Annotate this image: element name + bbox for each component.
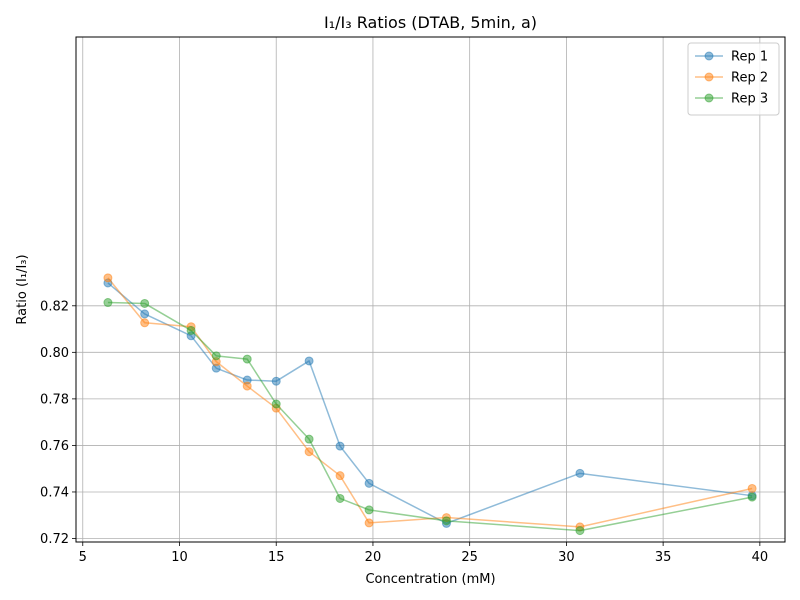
y-tick-label: 0.76 — [40, 439, 69, 454]
legend-marker — [704, 93, 714, 103]
series-3 — [103, 298, 757, 536]
data-point — [364, 518, 374, 528]
legend-item: Rep 3 — [695, 92, 768, 107]
x-tick-label: 10 — [171, 550, 188, 565]
data-point — [211, 351, 221, 361]
data-point — [140, 318, 150, 328]
data-point — [304, 356, 314, 366]
x-tick-label: 30 — [558, 550, 575, 565]
data-point — [103, 273, 113, 283]
data-point — [140, 298, 150, 308]
legend-item: Rep 1 — [695, 50, 768, 65]
data-point — [271, 399, 281, 409]
legend-label: Rep 2 — [731, 71, 768, 86]
data-point — [335, 471, 345, 481]
data-point — [747, 492, 757, 502]
x-tick-label: 15 — [268, 550, 285, 565]
y-tick-label: 0.80 — [40, 346, 69, 361]
x-tick-label: 20 — [365, 550, 382, 565]
legend-items: Rep 1 Rep 2 Rep 3 — [695, 50, 768, 107]
plot-frame — [75, 36, 786, 543]
legend-marker — [704, 72, 714, 82]
data-point — [271, 376, 281, 386]
legend-label: Rep 3 — [731, 92, 768, 107]
legend-label: Rep 1 — [731, 50, 768, 65]
data-point — [335, 441, 345, 451]
chart-title: I₁/I₃ Ratios (DTAB, 5min, a) — [324, 13, 537, 32]
legend: Rep 1 Rep 2 Rep 3 — [687, 42, 780, 116]
data-point — [364, 505, 374, 515]
x-axis-ticks: 5 10 15 20 25 30 35 40 — [79, 542, 768, 565]
y-tick-label: 0.74 — [40, 485, 69, 500]
x-tick-label: 40 — [752, 550, 769, 565]
data-point — [304, 434, 314, 444]
data-point — [364, 478, 374, 488]
grid-lines — [76, 37, 785, 542]
data-point — [575, 526, 585, 536]
y-tick-label: 0.78 — [40, 392, 69, 407]
data-point — [242, 354, 252, 364]
data-point — [441, 516, 451, 526]
legend-item: Rep 2 — [695, 71, 768, 86]
y-tick-label: 0.82 — [40, 299, 69, 314]
data-point — [186, 325, 196, 335]
series-layer — [103, 273, 757, 536]
y-axis-ticks: 0.72 0.74 0.76 0.78 0.80 0.82 — [40, 299, 76, 547]
series-line — [107, 301, 753, 532]
x-axis-label: Concentration (mM) — [365, 572, 495, 587]
x-tick-label: 25 — [461, 550, 478, 565]
data-point — [103, 298, 113, 308]
x-tick-label: 35 — [655, 550, 672, 565]
legend-marker — [704, 51, 714, 61]
data-point — [140, 309, 150, 319]
x-tick-label: 5 — [79, 550, 87, 565]
series-line — [107, 282, 753, 525]
data-point — [304, 447, 314, 457]
y-tick-label: 0.72 — [40, 532, 69, 547]
data-point — [242, 381, 252, 391]
data-point — [335, 493, 345, 503]
y-axis-label: Ratio (I₁/I₃) — [15, 254, 30, 324]
data-point — [575, 468, 585, 478]
data-point — [747, 483, 757, 493]
